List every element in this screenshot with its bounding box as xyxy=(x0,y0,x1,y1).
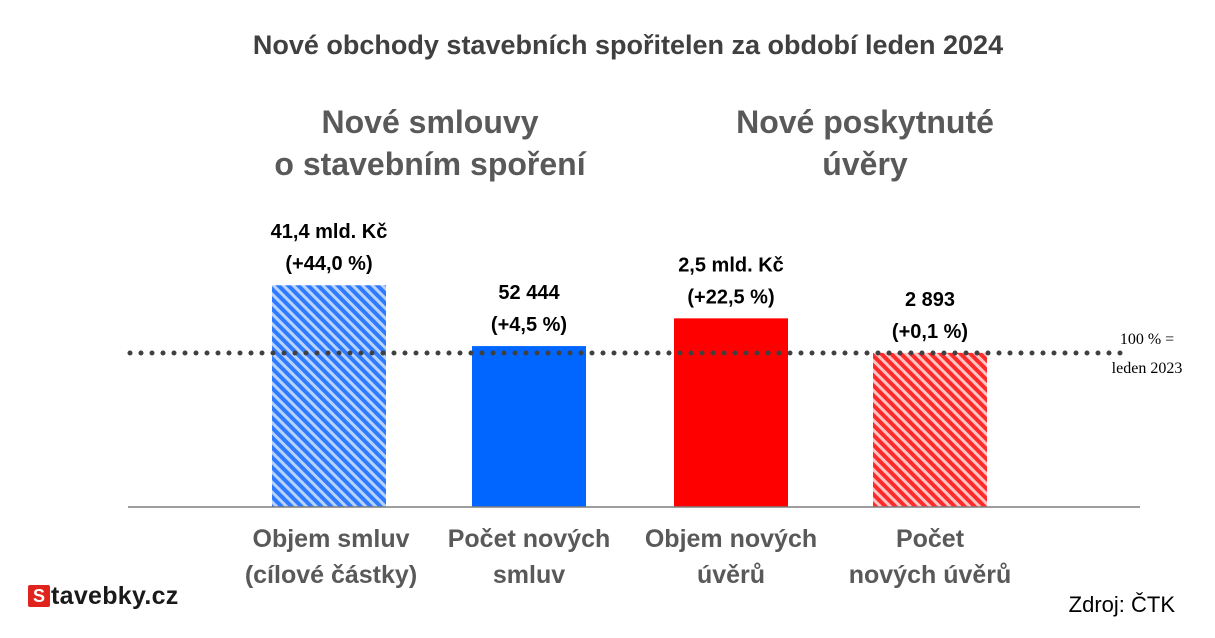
group-title-line: Nové poskytnuté xyxy=(736,104,994,140)
category-label: (cílové částky) xyxy=(245,561,417,589)
group-title-line: úvěry xyxy=(822,146,908,182)
category-label: úvěrů xyxy=(697,561,765,589)
bar-3 xyxy=(674,318,788,507)
data-label: (+22,5 %) xyxy=(687,286,774,308)
bar-1 xyxy=(272,285,386,507)
group-title-line: o stavebním spoření xyxy=(274,146,586,182)
group-title-loans: Nové poskytnuté úvěry xyxy=(660,101,1070,185)
category-label: Počet nových xyxy=(448,525,611,553)
data-label: (+0,1 %) xyxy=(892,321,968,343)
data-label: (+44,0 %) xyxy=(285,253,372,275)
logo-text: tavebky.cz xyxy=(51,581,179,610)
data-label: (+4,5 %) xyxy=(491,314,567,336)
data-label: 41,4 mld. Kč xyxy=(271,221,388,243)
stavebky-logo: S tavebky.cz xyxy=(28,582,179,610)
group-title-line: Nové smlouvy xyxy=(321,104,539,140)
chart-title: Nové obchody stavebních spořitelen za ob… xyxy=(252,30,1004,60)
group-title-contracts: Nové smlouvy o stavebním spoření xyxy=(230,101,630,185)
reference-label-line: leden 2023 xyxy=(1112,360,1183,377)
logo-mark: S xyxy=(28,585,50,607)
category-label: nových úvěrů xyxy=(849,561,1012,589)
category-label: smluv xyxy=(493,561,565,589)
bar-2 xyxy=(472,346,586,507)
data-label: 2,5 mld. Kč xyxy=(678,254,784,276)
data-label: 2 893 xyxy=(905,289,955,311)
category-label: Počet xyxy=(896,525,965,553)
reference-label-line: 100 % = xyxy=(1120,331,1174,348)
bar-4 xyxy=(873,352,987,507)
category-label: Objem smluv xyxy=(253,525,410,553)
data-label: 52 444 xyxy=(498,282,560,304)
category-label: Objem nových xyxy=(645,525,817,553)
source-note: Zdroj: ČTK xyxy=(1068,592,1175,617)
